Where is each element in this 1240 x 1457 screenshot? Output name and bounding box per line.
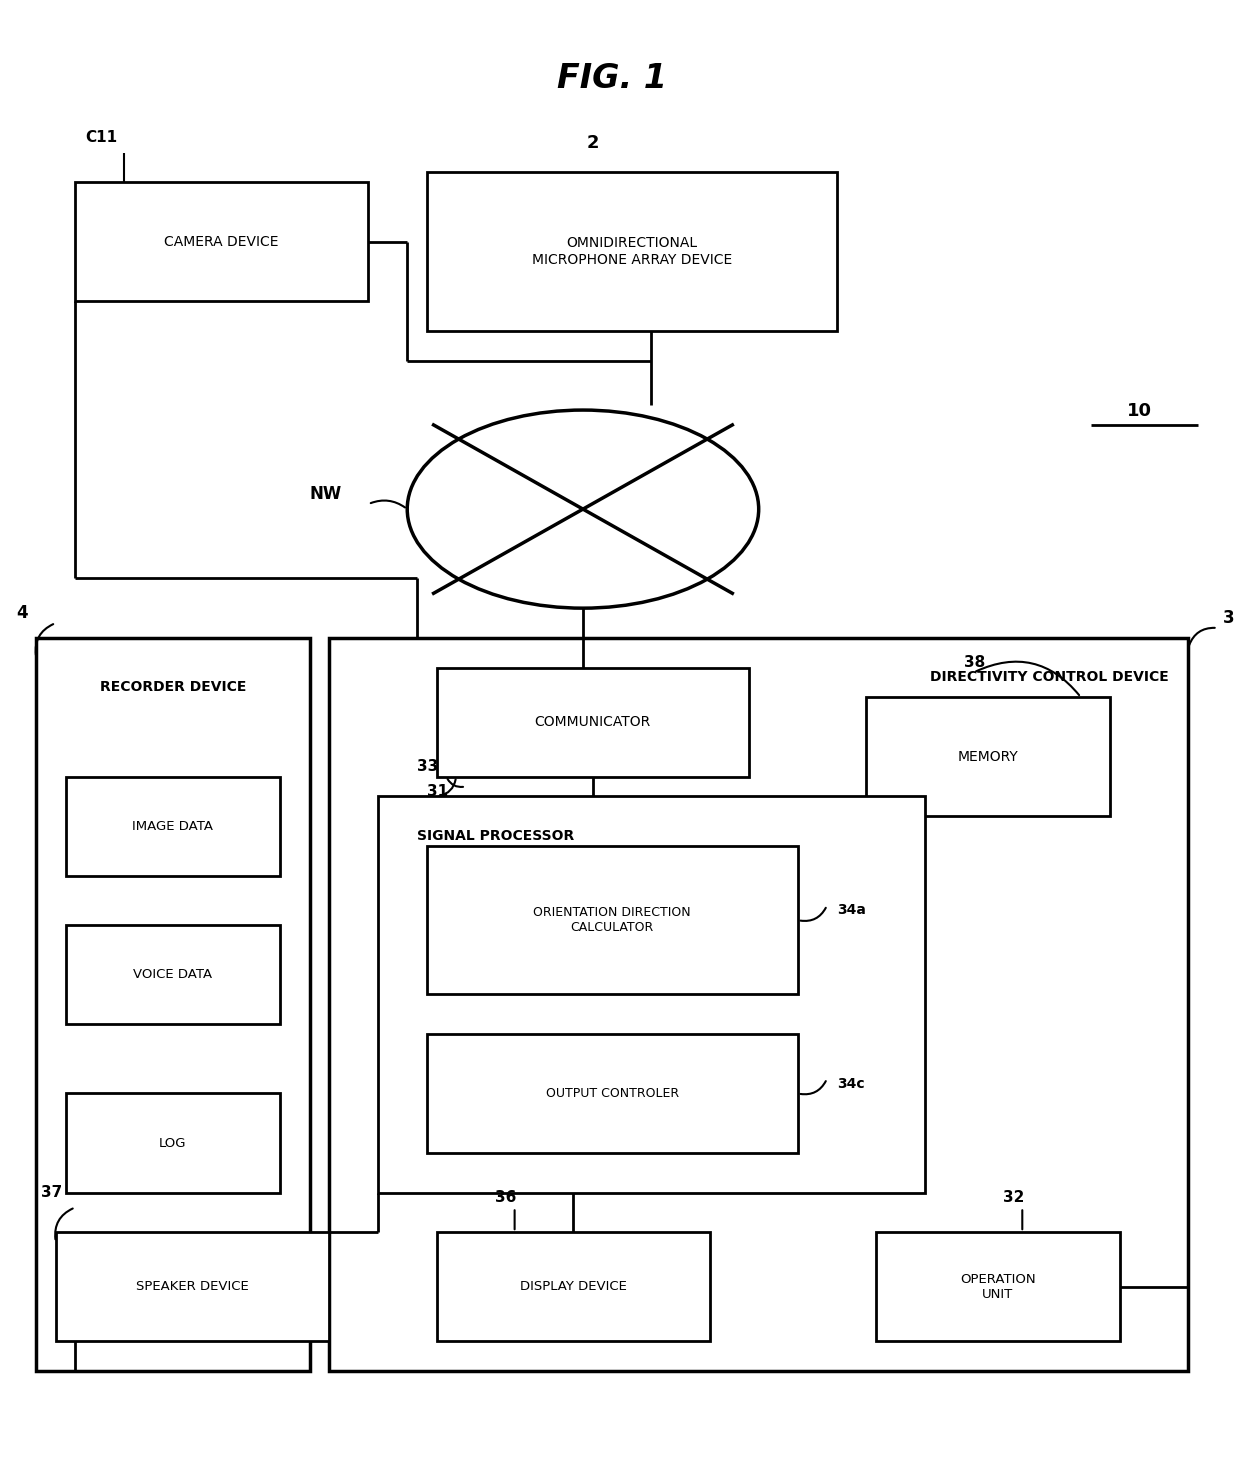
Text: OPERATION
UNIT: OPERATION UNIT [960, 1272, 1035, 1301]
Text: CAMERA DEVICE: CAMERA DEVICE [165, 235, 279, 249]
FancyBboxPatch shape [427, 172, 837, 331]
Text: 32: 32 [1003, 1190, 1024, 1205]
Text: 36: 36 [495, 1190, 517, 1205]
Text: COMMUNICATOR: COMMUNICATOR [534, 715, 651, 728]
Text: C11: C11 [86, 130, 117, 146]
FancyBboxPatch shape [56, 1233, 329, 1340]
Text: VOICE DATA: VOICE DATA [134, 967, 212, 981]
Text: 4: 4 [16, 605, 29, 622]
Text: NW: NW [310, 485, 342, 503]
FancyBboxPatch shape [329, 638, 1188, 1371]
Ellipse shape [407, 409, 759, 608]
FancyBboxPatch shape [66, 1094, 280, 1192]
Text: 2: 2 [587, 134, 599, 152]
FancyBboxPatch shape [36, 638, 310, 1371]
Text: FIG. 1: FIG. 1 [557, 61, 667, 95]
FancyBboxPatch shape [427, 1034, 797, 1152]
FancyBboxPatch shape [66, 925, 280, 1024]
Text: 31: 31 [427, 784, 448, 798]
Text: LOG: LOG [159, 1136, 187, 1150]
FancyBboxPatch shape [436, 1233, 709, 1340]
FancyBboxPatch shape [378, 797, 925, 1192]
FancyBboxPatch shape [875, 1233, 1120, 1340]
Text: SIGNAL PROCESSOR: SIGNAL PROCESSOR [417, 829, 574, 844]
Text: MEMORY: MEMORY [957, 750, 1018, 763]
Text: DIRECTIVITY CONTROL DEVICE: DIRECTIVITY CONTROL DEVICE [930, 670, 1169, 685]
FancyBboxPatch shape [76, 182, 368, 302]
Text: 37: 37 [41, 1185, 62, 1201]
FancyBboxPatch shape [436, 667, 749, 777]
Text: OMNIDIRECTIONAL
MICROPHONE ARRAY DEVICE: OMNIDIRECTIONAL MICROPHONE ARRAY DEVICE [532, 236, 732, 267]
Text: RECORDER DEVICE: RECORDER DEVICE [99, 680, 246, 695]
Text: OUTPUT CONTROLER: OUTPUT CONTROLER [546, 1087, 678, 1100]
Text: 38: 38 [963, 656, 985, 670]
Text: DISPLAY DEVICE: DISPLAY DEVICE [520, 1281, 626, 1294]
Text: SPEAKER DEVICE: SPEAKER DEVICE [136, 1281, 249, 1294]
Text: 10: 10 [1127, 402, 1152, 420]
Text: 3: 3 [1223, 609, 1234, 627]
Text: 34a: 34a [837, 903, 866, 918]
Text: IMAGE DATA: IMAGE DATA [133, 819, 213, 832]
FancyBboxPatch shape [866, 698, 1110, 816]
Text: ORIENTATION DIRECTION
CALCULATOR: ORIENTATION DIRECTION CALCULATOR [533, 906, 691, 934]
FancyBboxPatch shape [427, 847, 797, 995]
FancyBboxPatch shape [66, 777, 280, 876]
Text: 33: 33 [417, 759, 438, 774]
Text: 34c: 34c [837, 1077, 864, 1091]
